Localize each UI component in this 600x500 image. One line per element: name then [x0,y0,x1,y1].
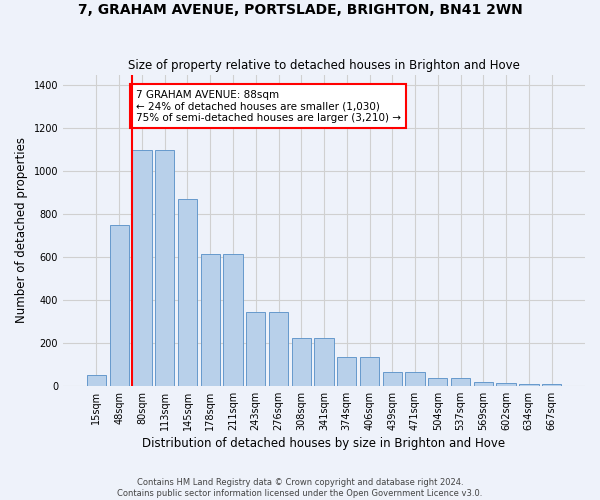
Text: 7 GRAHAM AVENUE: 88sqm
← 24% of detached houses are smaller (1,030)
75% of semi-: 7 GRAHAM AVENUE: 88sqm ← 24% of detached… [136,90,401,123]
Y-axis label: Number of detached properties: Number of detached properties [15,137,28,323]
Bar [155,150,175,386]
Bar [496,382,516,386]
Bar [292,338,311,386]
Bar [223,254,242,386]
Title: Size of property relative to detached houses in Brighton and Hove: Size of property relative to detached ho… [128,59,520,72]
Bar [110,225,129,386]
Bar [451,378,470,386]
Bar [337,357,356,386]
Bar [132,150,152,386]
Bar [87,375,106,386]
Bar [178,199,197,386]
Bar [246,312,265,386]
Bar [406,372,425,386]
Bar [360,357,379,386]
Text: 7, GRAHAM AVENUE, PORTSLADE, BRIGHTON, BN41 2WN: 7, GRAHAM AVENUE, PORTSLADE, BRIGHTON, B… [77,2,523,16]
Bar [200,254,220,386]
Text: Contains HM Land Registry data © Crown copyright and database right 2024.
Contai: Contains HM Land Registry data © Crown c… [118,478,482,498]
Bar [269,312,288,386]
Bar [383,372,402,386]
Bar [314,338,334,386]
Bar [428,378,448,386]
Bar [473,382,493,386]
Bar [519,384,539,386]
X-axis label: Distribution of detached houses by size in Brighton and Hove: Distribution of detached houses by size … [142,437,506,450]
Bar [542,384,561,386]
